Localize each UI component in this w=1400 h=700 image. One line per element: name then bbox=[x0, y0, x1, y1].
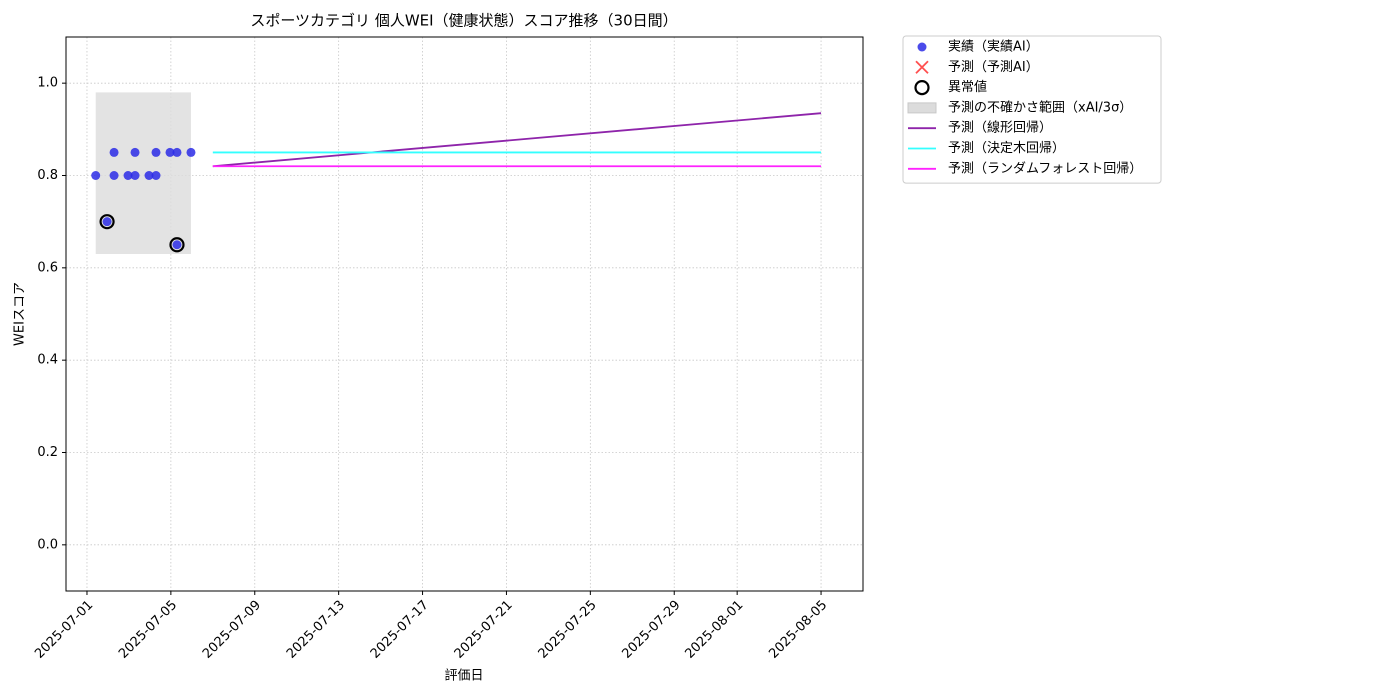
chart-title: スポーツカテゴリ 個人WEI（健康状態）スコア推移（30日間） bbox=[250, 12, 677, 30]
data-point bbox=[102, 217, 112, 227]
legend-label: 異常値 bbox=[948, 79, 987, 95]
data-point bbox=[130, 171, 140, 180]
data-point bbox=[109, 147, 119, 157]
legend-label: 予測（線形回帰） bbox=[948, 120, 1052, 136]
data-point bbox=[123, 171, 133, 180]
plot-frame bbox=[65, 36, 864, 592]
legend-swatch bbox=[914, 79, 930, 96]
y-tick-label: 0.2 bbox=[37, 445, 58, 460]
x-tick-label: 2025-07-09 bbox=[200, 598, 264, 662]
y-tick-label: 0.4 bbox=[37, 353, 58, 368]
legend-label: 実績（実績AI） bbox=[948, 39, 1039, 55]
x-tick-label: 2025-07-21 bbox=[452, 598, 516, 662]
data-point bbox=[186, 147, 196, 157]
forecast-line bbox=[212, 112, 822, 168]
data-point bbox=[91, 171, 101, 180]
x-tick-label: 2025-08-01 bbox=[682, 598, 746, 662]
y-axis-label: WEIスコア bbox=[13, 282, 28, 346]
x-tick-label: 2025-07-17 bbox=[368, 598, 432, 662]
outlier-marker bbox=[99, 214, 115, 230]
legend-label: 予測（予測AI） bbox=[948, 60, 1039, 75]
x-axis-label: 評価日 bbox=[444, 669, 483, 684]
data-point bbox=[165, 147, 175, 157]
y-tick-label: 0.0 bbox=[37, 537, 58, 552]
data-point bbox=[109, 171, 119, 180]
data-point bbox=[172, 240, 182, 250]
y-tick-label: 0.6 bbox=[37, 260, 58, 275]
legend-label: 予測（ランダムフォレスト回帰） bbox=[948, 160, 1142, 176]
legend-swatch bbox=[915, 60, 929, 74]
legend-box bbox=[902, 35, 1162, 184]
data-point bbox=[151, 147, 161, 157]
data-point bbox=[151, 171, 161, 180]
y-tick-label: 0.8 bbox=[37, 168, 58, 183]
x-tick-label: 2025-08-05 bbox=[766, 598, 830, 662]
x-tick-label: 2025-07-29 bbox=[620, 598, 684, 662]
x-tick-label: 2025-07-05 bbox=[116, 598, 180, 662]
data-point bbox=[130, 147, 140, 157]
uncertainty-band bbox=[95, 92, 191, 254]
x-tick-label: 2025-07-01 bbox=[32, 598, 96, 662]
data-point bbox=[144, 171, 154, 180]
data-point bbox=[172, 147, 182, 157]
x-tick-label: 2025-07-13 bbox=[284, 598, 348, 662]
legend-label: 予測（決定木回帰） bbox=[948, 140, 1065, 156]
legend-swatch bbox=[917, 42, 927, 52]
outlier-marker bbox=[169, 237, 185, 253]
legend-swatch bbox=[907, 102, 937, 114]
y-tick-label: 1.0 bbox=[37, 76, 58, 91]
legend-label: 予測の不確かさ範囲（xAI/3σ） bbox=[948, 99, 1132, 115]
x-tick-label: 2025-07-25 bbox=[536, 598, 600, 662]
